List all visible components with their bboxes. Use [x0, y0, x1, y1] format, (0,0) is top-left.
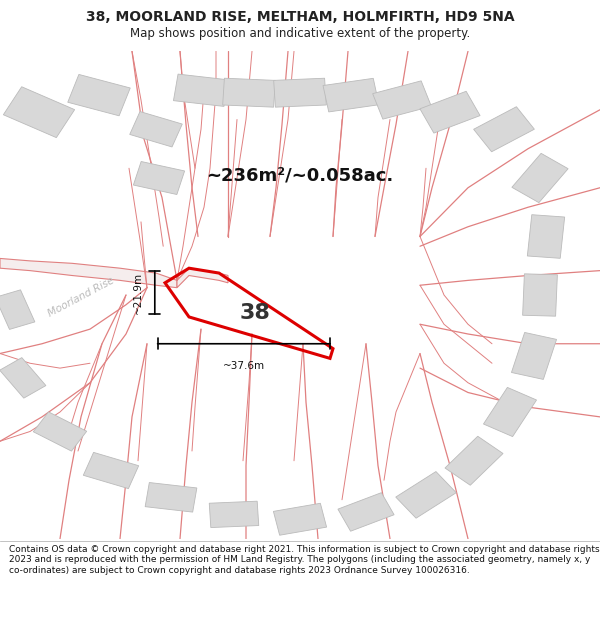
- Polygon shape: [373, 81, 431, 119]
- Polygon shape: [133, 161, 185, 194]
- Polygon shape: [4, 87, 74, 138]
- Text: ~37.6m: ~37.6m: [223, 361, 265, 371]
- Polygon shape: [130, 111, 182, 147]
- Polygon shape: [173, 74, 229, 106]
- Polygon shape: [445, 436, 503, 485]
- Polygon shape: [527, 215, 565, 258]
- Polygon shape: [396, 471, 456, 518]
- Text: 38: 38: [240, 303, 271, 323]
- Polygon shape: [512, 153, 568, 202]
- Text: ~21.9m: ~21.9m: [133, 271, 143, 314]
- Polygon shape: [0, 290, 35, 329]
- Polygon shape: [223, 78, 275, 107]
- Text: ~236m²/~0.058ac.: ~236m²/~0.058ac.: [206, 166, 394, 184]
- Polygon shape: [0, 357, 46, 398]
- Polygon shape: [33, 412, 87, 451]
- Polygon shape: [83, 452, 139, 489]
- Polygon shape: [274, 78, 326, 107]
- Text: Moorland Rise: Moorland Rise: [46, 276, 116, 319]
- Polygon shape: [209, 501, 259, 528]
- Polygon shape: [323, 78, 379, 112]
- Text: Contains OS data © Crown copyright and database right 2021. This information is : Contains OS data © Crown copyright and d…: [9, 545, 599, 574]
- Polygon shape: [420, 91, 480, 133]
- Polygon shape: [0, 259, 177, 288]
- Polygon shape: [338, 492, 394, 531]
- Polygon shape: [484, 388, 536, 437]
- Polygon shape: [177, 268, 228, 288]
- Polygon shape: [511, 332, 557, 379]
- Text: 38, MOORLAND RISE, MELTHAM, HOLMFIRTH, HD9 5NA: 38, MOORLAND RISE, MELTHAM, HOLMFIRTH, H…: [86, 10, 514, 24]
- Polygon shape: [473, 107, 535, 152]
- Polygon shape: [68, 74, 130, 116]
- Polygon shape: [523, 274, 557, 316]
- Polygon shape: [274, 503, 326, 535]
- Text: Map shows position and indicative extent of the property.: Map shows position and indicative extent…: [130, 27, 470, 40]
- Polygon shape: [145, 482, 197, 512]
